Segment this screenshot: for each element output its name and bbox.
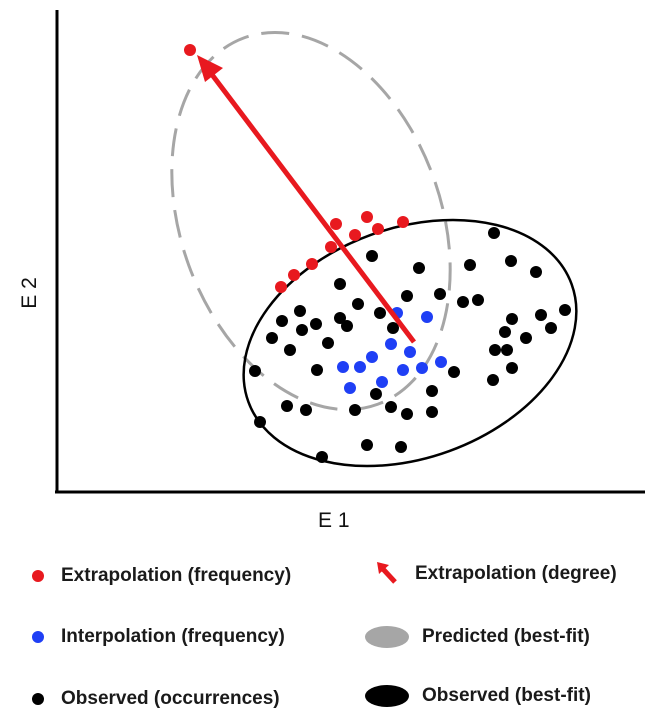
observed-point (501, 344, 513, 356)
interpolation-point (366, 351, 378, 363)
legend-label: Extrapolation (degree) (415, 563, 617, 584)
red-dot-icon (32, 570, 44, 582)
legend-label: Predicted (best-fit) (422, 626, 590, 647)
extrapolation-point (184, 44, 196, 56)
observed-point (401, 290, 413, 302)
observed-point (530, 266, 542, 278)
observed-point (361, 439, 373, 451)
extrapolation-arrow-shaft (208, 70, 416, 344)
black-dot-icon (32, 693, 44, 705)
observed-point (249, 365, 261, 377)
interpolation-point (376, 376, 388, 388)
observed-point (426, 385, 438, 397)
observed-point (341, 320, 353, 332)
interpolation-point (337, 361, 349, 373)
legend-item-observed-occurrences: Observed (occurrences) (32, 688, 280, 710)
observed-point (457, 296, 469, 308)
observed-point (499, 326, 511, 338)
interpolation-point (435, 356, 447, 368)
observed-point (310, 318, 322, 330)
extrapolation-point (275, 281, 287, 293)
predicted-ellipse (170, 30, 452, 412)
observed-point (489, 344, 501, 356)
legend: Extrapolation (frequency) Interpolation … (0, 540, 667, 717)
extrapolation-arrow-head (197, 55, 223, 82)
diagram-figure: E 1 E 2 (18, 10, 645, 532)
legend-label: Observed (best-fit) (422, 685, 591, 706)
y-axis-label: E 2 (18, 277, 41, 309)
extrapolation-point (361, 211, 373, 223)
legend-item-extrapolation-frequency: Extrapolation (frequency) (32, 565, 291, 587)
interpolation-point (344, 382, 356, 394)
interpolation-point (416, 362, 428, 374)
extrapolation-point (349, 229, 361, 241)
legend-item-interpolation-frequency: Interpolation (frequency) (32, 626, 285, 648)
interpolation-point (397, 364, 409, 376)
observed-point (487, 374, 499, 386)
observed-point (281, 400, 293, 412)
extrapolation-point (330, 218, 342, 230)
observed-point (276, 315, 288, 327)
observed-point (506, 313, 518, 325)
observed-point (434, 288, 446, 300)
extrapolation-point (397, 216, 409, 228)
observed-point (334, 312, 346, 324)
observed-point (266, 332, 278, 344)
observed-point (334, 278, 346, 290)
observed-point (300, 404, 312, 416)
observed-ellipse (242, 218, 578, 468)
observed-point (316, 451, 328, 463)
observed-point (520, 332, 532, 344)
observed-point (464, 259, 476, 271)
extrapolation-point (325, 241, 337, 253)
interpolation-point (404, 346, 416, 358)
observed-point (296, 324, 308, 336)
observed-point (413, 262, 425, 274)
observed-point (426, 406, 438, 418)
observed-point (366, 250, 378, 262)
legend-item-extrapolation-degree: Extrapolation (degree) (375, 562, 617, 586)
observed-point (322, 337, 334, 349)
observed-point (448, 366, 460, 378)
observed-point (254, 416, 266, 428)
gray-ellipse-icon (365, 626, 409, 648)
legend-item-observed-best-fit: Observed (best-fit) (365, 685, 591, 707)
black-ellipse-icon (365, 685, 409, 707)
legend-item-predicted-best-fit: Predicted (best-fit) (365, 626, 590, 648)
extrapolation-point (372, 223, 384, 235)
extrapolation-point (288, 269, 300, 281)
observed-point (349, 404, 361, 416)
plot-area (55, 10, 645, 494)
observed-point (374, 307, 386, 319)
observed-point (506, 362, 518, 374)
blue-dot-icon (32, 631, 44, 643)
observed-point (370, 388, 382, 400)
observed-point (294, 305, 306, 317)
interpolation-point (354, 361, 366, 373)
observed-point (505, 255, 517, 267)
observed-point (387, 322, 399, 334)
observed-point (395, 441, 407, 453)
legend-label: Observed (occurrences) (61, 688, 280, 709)
interpolation-point (385, 338, 397, 350)
red-arrow-icon (377, 562, 397, 584)
observed-point (488, 227, 500, 239)
extrapolation-point (306, 258, 318, 270)
x-axis-label: E 1 (318, 509, 350, 532)
observed-point (535, 309, 547, 321)
observed-point (311, 364, 323, 376)
observed-point (352, 298, 364, 310)
observed-point (385, 401, 397, 413)
observed-point (559, 304, 571, 316)
observed-point (284, 344, 296, 356)
observed-point (472, 294, 484, 306)
observed-point (545, 322, 557, 334)
observed-point (401, 408, 413, 420)
interpolation-point (421, 311, 433, 323)
legend-label: Interpolation (frequency) (61, 626, 285, 647)
legend-label: Extrapolation (frequency) (61, 565, 292, 586)
